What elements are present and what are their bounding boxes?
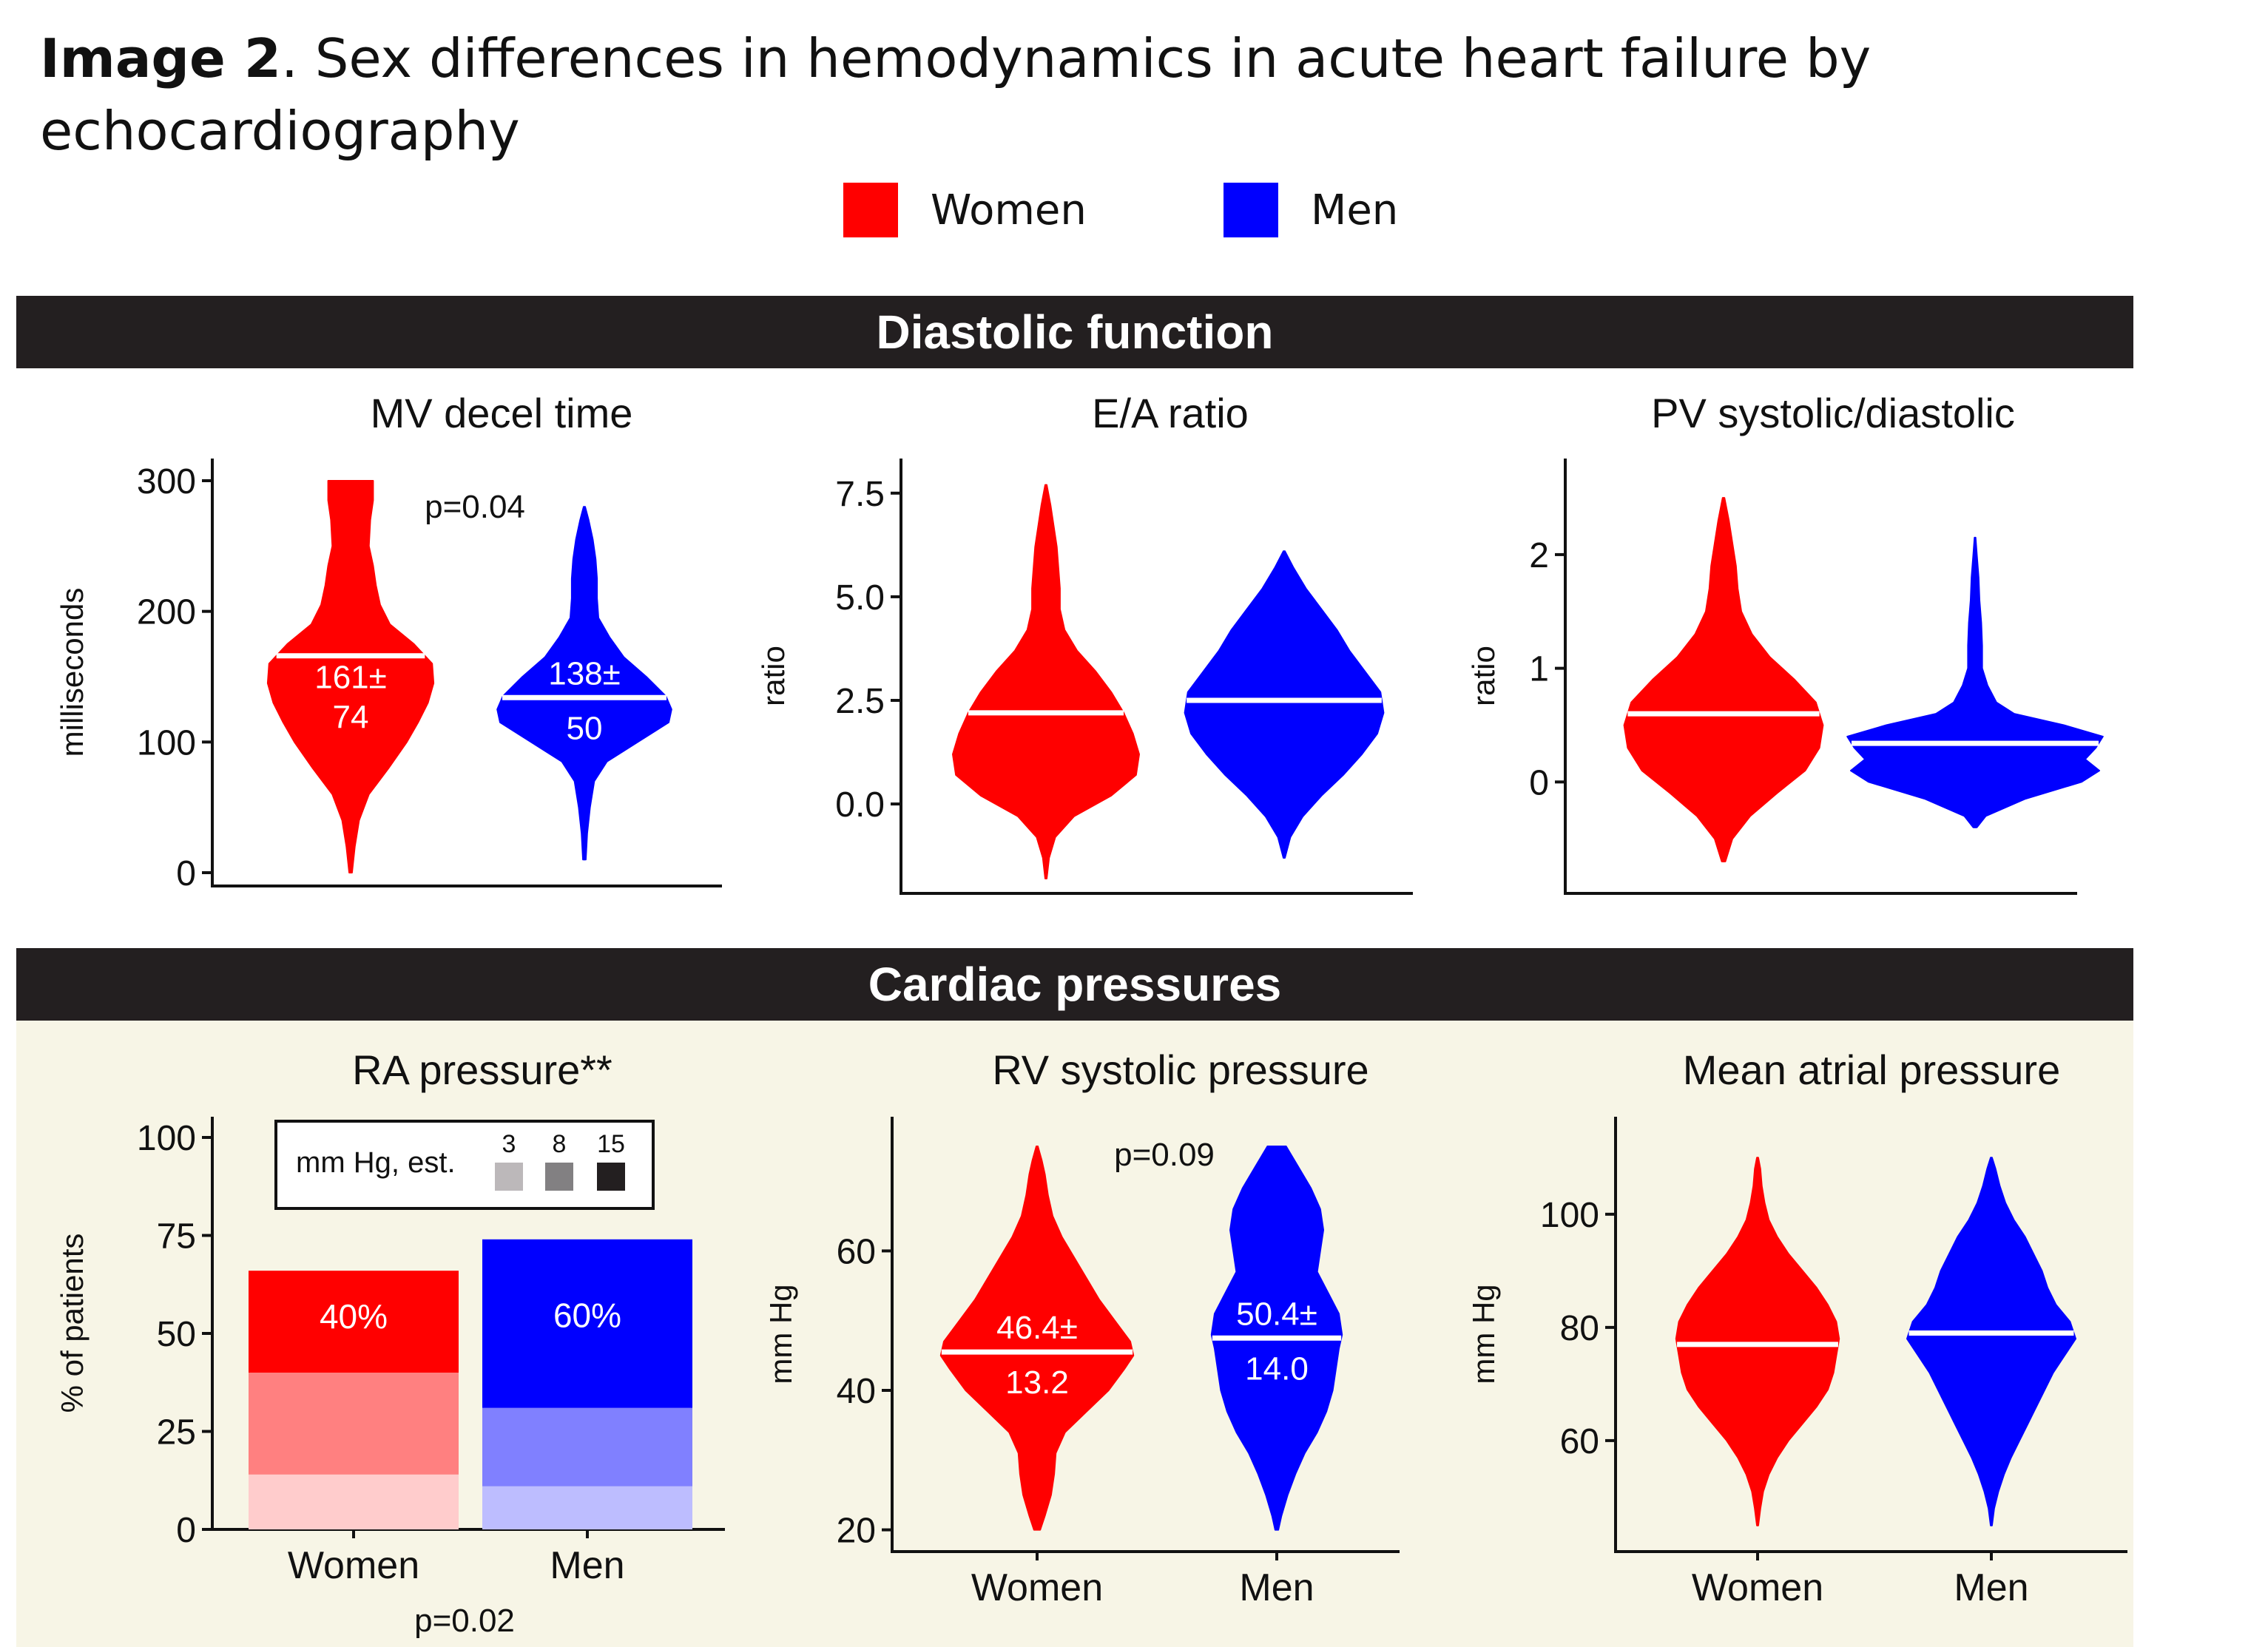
ea-y-tick-label: 5.0 (835, 578, 885, 618)
legend-men-label: Men (1311, 186, 1399, 234)
rv-mean-label-women: 46.4± (996, 1310, 1078, 1346)
mv-sd-label-women: 74 (333, 700, 369, 736)
figure-title: Image 2. Sex differences in hemodynamics… (40, 22, 2111, 167)
ra-y-tick-label: 50 (157, 1315, 196, 1354)
mv-p-value: p=0.04 (425, 489, 525, 525)
rv-sd-label-men: 14.0 (1245, 1350, 1309, 1387)
map-y-tick-label: 100 (1540, 1196, 1599, 1235)
mv-y-label: milliseconds (55, 588, 90, 757)
ra-bar-men-15 (482, 1239, 692, 1408)
mv-y-tick-label: 100 (137, 723, 196, 762)
ra-bar-women-3 (249, 1474, 459, 1529)
ra-legend-title: mm Hg, est. (296, 1146, 456, 1179)
mv-sd-label-men: 50 (567, 710, 603, 746)
mv-violin-women (266, 480, 435, 873)
ra-y-tick-label: 25 (157, 1413, 196, 1452)
rv-y-tick-label: 60 (837, 1232, 876, 1271)
ra-legend-box (274, 1120, 655, 1210)
ra-legend-swatch-8 (545, 1163, 573, 1191)
map-x-tick-label: Men (1954, 1566, 2028, 1609)
ra-bar-men-3 (482, 1486, 692, 1529)
mv-mean-label-men: 138± (548, 655, 621, 691)
ra-legend-swatch-15 (597, 1163, 625, 1191)
ra-y-tick-label: 0 (176, 1511, 196, 1550)
ra-legend-level-15: 15 (597, 1130, 625, 1158)
ra-y-tick-label: 75 (157, 1217, 196, 1257)
rv-violin-women (939, 1146, 1135, 1531)
map-y-label: mm Hg (1466, 1284, 1501, 1384)
legend-men: Men (1224, 182, 1398, 238)
mv-violin-men (496, 506, 672, 861)
ra-legend-swatch-3 (495, 1163, 523, 1191)
ra-x-tick-label: Men (550, 1544, 624, 1587)
ea-y-label: ratio (756, 646, 791, 706)
ea-y-tick-label: 0.0 (835, 785, 885, 825)
pv-title: PV systolic/diastolic (1651, 390, 2015, 436)
rv-y-tick-label: 20 (837, 1512, 876, 1551)
ra-title: RA pressure** (352, 1046, 612, 1093)
map-y-tick-label: 80 (1560, 1309, 1599, 1348)
pv-y-tick-label: 1 (1529, 650, 1549, 689)
mv-title: MV decel time (371, 390, 633, 436)
pv-y-tick-label: 2 (1529, 536, 1549, 575)
rv-title: RV systolic pressure (992, 1046, 1368, 1093)
section-banner-diastolic: Diastolic function (16, 296, 2133, 368)
ra-y-label: % of patients (55, 1234, 90, 1413)
ra-bar-women-8 (249, 1373, 459, 1475)
ea-violin-women (952, 484, 1140, 879)
legend-men-swatch (1224, 183, 1278, 237)
pv-violin-women (1623, 497, 1824, 862)
map-title: Mean atrial pressure (1683, 1046, 2060, 1093)
ra-x-tick-label: Women (288, 1544, 419, 1587)
mv-y-tick-label: 300 (137, 462, 196, 501)
legend-women: Women (843, 182, 1087, 238)
figure-title-text: . Sex differences in hemodynamics in acu… (40, 27, 1872, 162)
rv-x-tick-label: Men (1239, 1566, 1314, 1609)
ea-title: E/A ratio (1092, 390, 1249, 436)
ra-p-value: p=0.02 (414, 1603, 515, 1639)
ea-y-tick-label: 2.5 (835, 682, 885, 721)
ra-legend-level-8: 8 (553, 1130, 567, 1158)
rv-p-value: p=0.09 (1114, 1137, 1215, 1173)
rv-x-tick-label: Women (971, 1566, 1103, 1609)
rv-sd-label-women: 13.2 (1005, 1364, 1069, 1401)
ra-legend-level-3: 3 (502, 1130, 516, 1158)
ea-violin-men (1184, 550, 1385, 859)
ra-bar-women-15 (249, 1271, 459, 1373)
section-banner-pressures: Cardiac pressures (16, 948, 2133, 1021)
ra-bar-label-men: 60% (553, 1296, 621, 1334)
rv-y-tick-label: 40 (837, 1372, 876, 1411)
ea-y-tick-label: 7.5 (835, 475, 885, 514)
pv-violin-men (1846, 536, 2104, 828)
pv-y-tick-label: 0 (1529, 763, 1549, 802)
map-x-tick-label: Women (1692, 1566, 1823, 1609)
legend-women-swatch (843, 183, 898, 237)
ra-y-tick-label: 100 (137, 1119, 196, 1158)
ra-bar-label-women: 40% (320, 1297, 388, 1336)
ra-bar-men-8 (482, 1407, 692, 1487)
figure-label: Image 2 (40, 27, 281, 89)
map-y-tick-label: 60 (1560, 1422, 1599, 1461)
mv-mean-label-women: 161± (314, 660, 387, 696)
mv-y-tick-label: 0 (176, 854, 196, 893)
map-violin-women (1675, 1157, 1840, 1526)
pv-y-label: ratio (1466, 646, 1501, 706)
rv-y-label: mm Hg (763, 1284, 798, 1384)
map-violin-men (1906, 1157, 2076, 1526)
legend-women-label: Women (931, 186, 1087, 234)
rv-mean-label-men: 50.4± (1236, 1296, 1317, 1332)
mv-y-tick-label: 200 (137, 593, 196, 632)
